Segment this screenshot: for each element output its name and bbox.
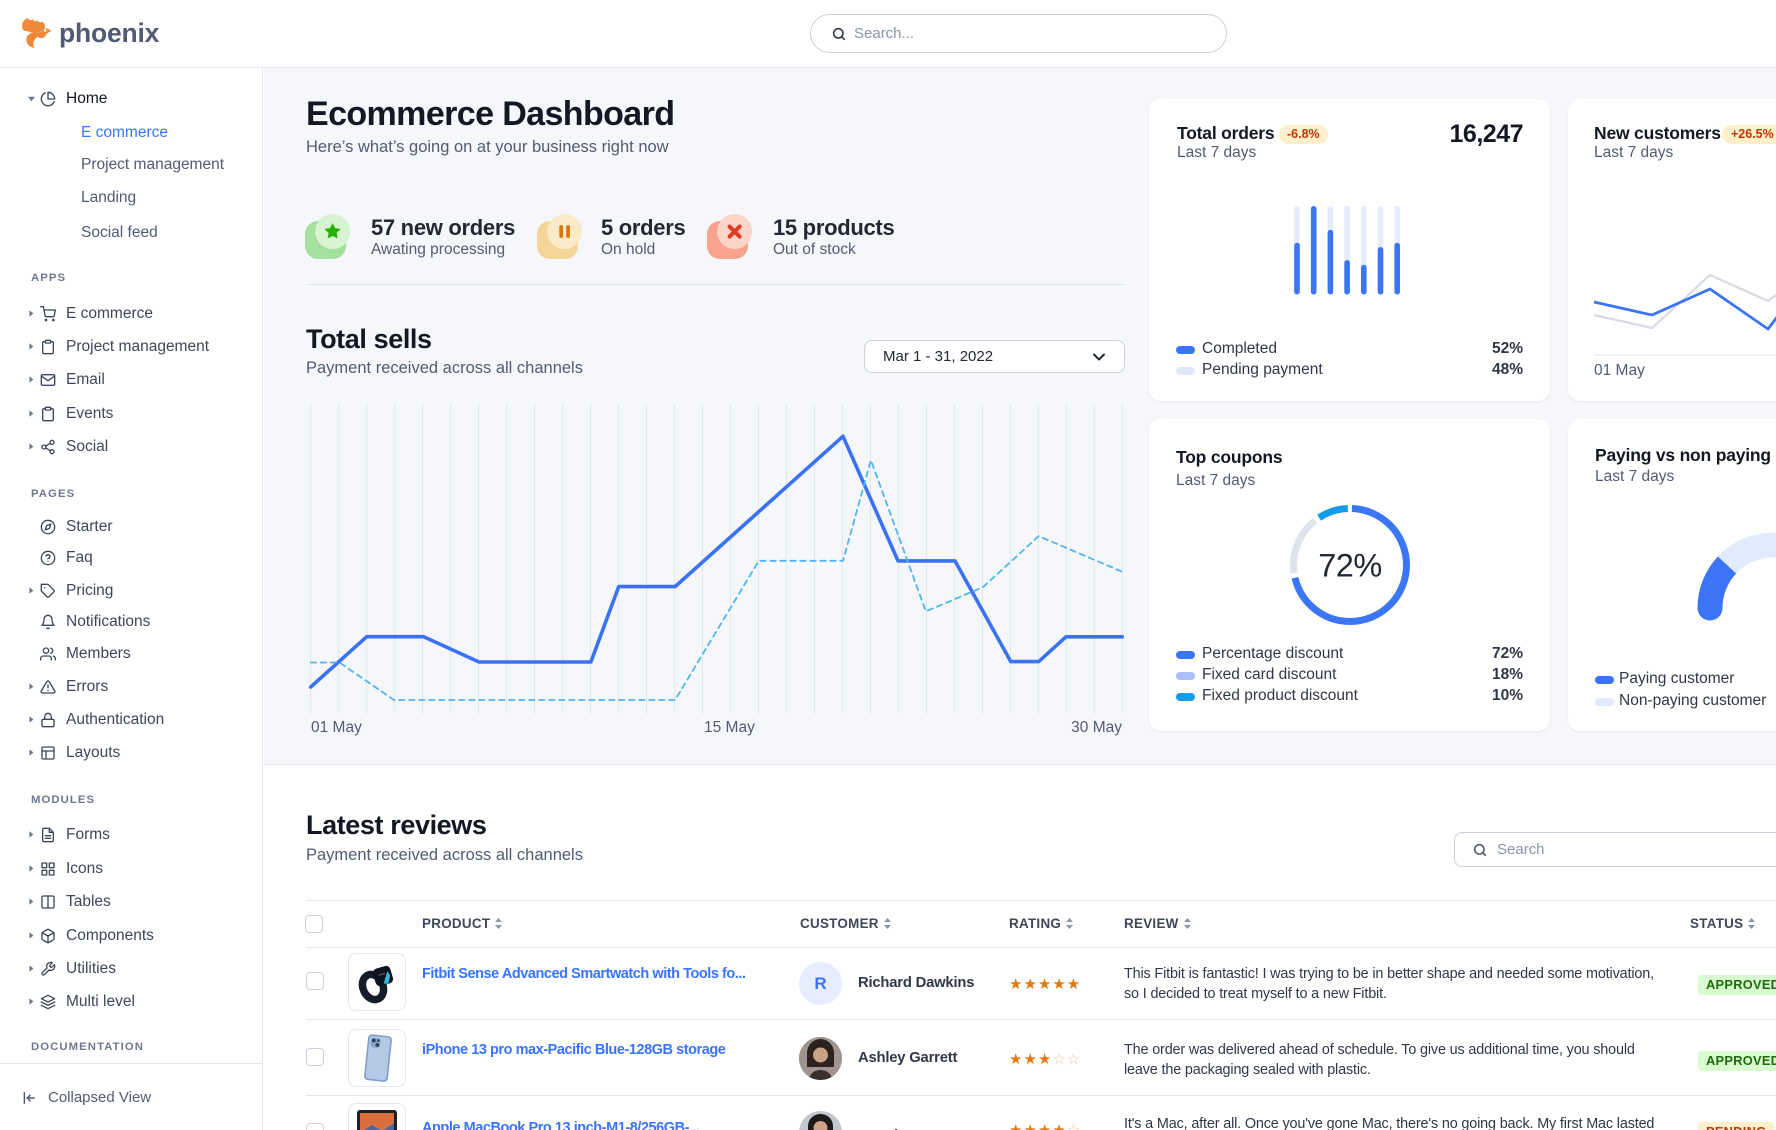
svg-text:72%: 72% [1318,548,1382,584]
svg-text:01 May: 01 May [311,719,362,736]
svg-text:15 May: 15 May [704,719,755,736]
svg-text:01 May: 01 May [1594,362,1645,379]
svg-text:30 May: 30 May [1071,719,1122,736]
